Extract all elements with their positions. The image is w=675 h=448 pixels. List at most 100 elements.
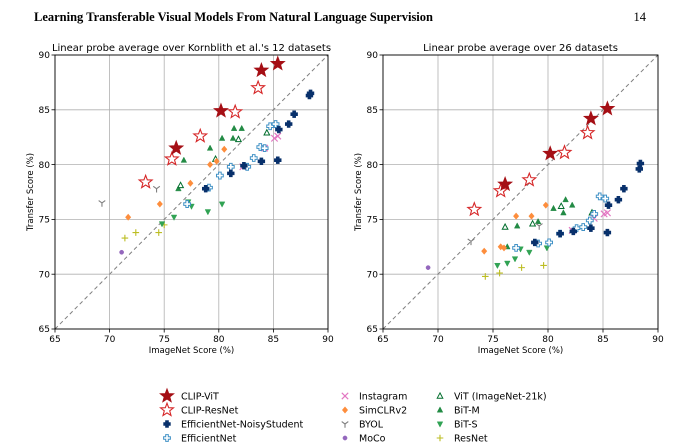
x-tick-label: 85: [597, 335, 608, 345]
data-point-instagram: [274, 132, 282, 140]
data-point-bit-m: [180, 156, 188, 163]
data-point-efficientnet: [249, 154, 258, 162]
data-point-bit-m: [568, 201, 576, 208]
data-point-efficientnet: [595, 192, 604, 201]
data-point-simclrv2: [207, 161, 214, 169]
axes-frame: [54, 54, 329, 330]
data-point-simclrv2: [125, 213, 132, 221]
x-tick-label: 65: [377, 335, 388, 345]
data-point-simclrv2: [481, 247, 488, 255]
legend-item-clip-resnet: CLIP-ResNet: [159, 401, 239, 417]
series-clip-resnet: [137, 79, 267, 189]
y-tick-label: 70: [39, 270, 51, 280]
data-point-efficientnet-noisystudent: [556, 229, 564, 238]
data-point-efficientnet-noisystudent: [603, 228, 612, 237]
legend-item-efficientnet-noisystudent: EfficientNet-NoisyStudent: [163, 420, 304, 431]
x-tick-label: 65: [49, 335, 60, 345]
legend-marker-instagram: [341, 392, 349, 400]
y-tick-label: 70: [367, 270, 379, 280]
legend-item-bit-s: BiT-S: [436, 420, 478, 431]
legend-item-resnet: ResNet: [436, 434, 488, 445]
series-simclrv2: [125, 145, 228, 221]
series-simclrv2: [481, 201, 549, 255]
data-point-bit-m: [534, 217, 542, 225]
data-point-simclrv2: [213, 157, 220, 165]
data-point-byol: [98, 200, 106, 207]
series-clip-vit: [497, 100, 616, 192]
series-efficientnet-noisystudent: [201, 89, 315, 193]
data-point-efficientnet: [266, 122, 275, 131]
data-point-resnet: [121, 234, 129, 242]
data-point-efficientnet-noisystudent: [257, 157, 266, 166]
data-point-efficientnet-noisystudent: [569, 227, 577, 236]
y-tick-label: 90: [367, 51, 379, 61]
series-resnet: [482, 262, 547, 280]
legend-label: ViT (ImageNet-21k): [454, 392, 547, 403]
data-point-bit-s: [504, 260, 511, 267]
data-point-bit-m: [206, 144, 214, 151]
data-point-vit-imagenet-21k: [501, 222, 509, 230]
data-point-bit-m: [550, 204, 557, 211]
data-point-clip-vit: [542, 145, 559, 161]
series-byol: [467, 223, 543, 246]
data-point-instagram: [603, 209, 612, 217]
data-point-bit-s: [158, 221, 166, 228]
y-tick-label: 75: [39, 216, 50, 226]
data-point-efficientnet-noisystudent: [531, 238, 539, 247]
series-byol: [98, 185, 161, 207]
y-tick-label: 75: [367, 216, 378, 226]
x-tick-label: 75: [487, 335, 498, 345]
reference-diagonal-line: [382, 54, 659, 330]
x-tick-label: 80: [542, 335, 554, 345]
legend-item-bit-m: BiT-M: [436, 406, 480, 417]
legend-item-efficientnet: EfficientNet: [163, 434, 237, 445]
data-point-clip-vit: [497, 175, 514, 192]
legend-marker-byol: [341, 421, 349, 428]
data-point-bit-s: [170, 214, 178, 221]
chart-title: Linear probe average over 26 datasets: [423, 43, 618, 54]
x-axis-label: ImageNet Score (%): [149, 346, 234, 356]
y-tick-label: 90: [39, 51, 51, 61]
data-point-efficientnet-noisystudent: [275, 125, 283, 134]
data-point-efficientnet-noisystudent: [614, 195, 623, 204]
series-efficientnet: [512, 192, 610, 252]
data-point-clip-vit: [253, 61, 270, 78]
data-point-efficientnet: [271, 120, 280, 128]
data-point-simclrv2: [187, 179, 194, 187]
data-point-efficientnet: [256, 143, 265, 151]
axes-frame: [382, 54, 659, 330]
legend-marker-vit-imagenet-21k: [436, 391, 444, 399]
legend-label: EfficientNet-NoisyStudent: [181, 420, 304, 431]
data-point-vit-imagenet-21k: [234, 135, 243, 143]
legend-label: CLIP-ResNet: [181, 406, 239, 417]
data-point-efficientnet-noisystudent: [636, 159, 645, 168]
data-point-efficientnet-noisystudent: [201, 185, 210, 193]
data-point-byol: [535, 223, 543, 230]
legend-label: EfficientNet: [181, 434, 237, 445]
data-point-clip-resnet: [521, 171, 538, 187]
data-point-vit-imagenet-21k: [528, 219, 537, 227]
data-point-simclrv2: [542, 201, 549, 209]
series-bit-s: [158, 199, 226, 228]
legend-label: SimCLRv2: [359, 406, 407, 417]
data-point-clip-resnet: [137, 173, 154, 189]
data-point-bit-s: [526, 249, 533, 256]
data-point-bit-m: [229, 134, 237, 141]
legend-item-clip-vit: CLIP-ViT: [159, 387, 219, 403]
page-header-title: Learning Transferable Visual Models From…: [34, 10, 433, 24]
data-point-efficientnet-noisystudent: [620, 185, 628, 193]
y-tick-label: 65: [39, 325, 50, 335]
data-point-efficientnet-noisystudent: [635, 165, 643, 173]
data-point-efficientnet: [215, 171, 224, 180]
data-point-byol: [152, 185, 161, 193]
data-point-bit-m: [230, 124, 238, 131]
data-point-resnet: [496, 269, 503, 277]
data-point-simclrv2: [528, 212, 535, 220]
data-point-bit-m: [562, 196, 569, 203]
x-tick-label: 90: [322, 335, 334, 345]
data-point-clip-vit: [213, 102, 229, 118]
data-point-clip-resnet: [163, 150, 180, 166]
legend-item-instagram: Instagram: [341, 392, 407, 403]
reference-diagonal-line: [54, 54, 329, 330]
